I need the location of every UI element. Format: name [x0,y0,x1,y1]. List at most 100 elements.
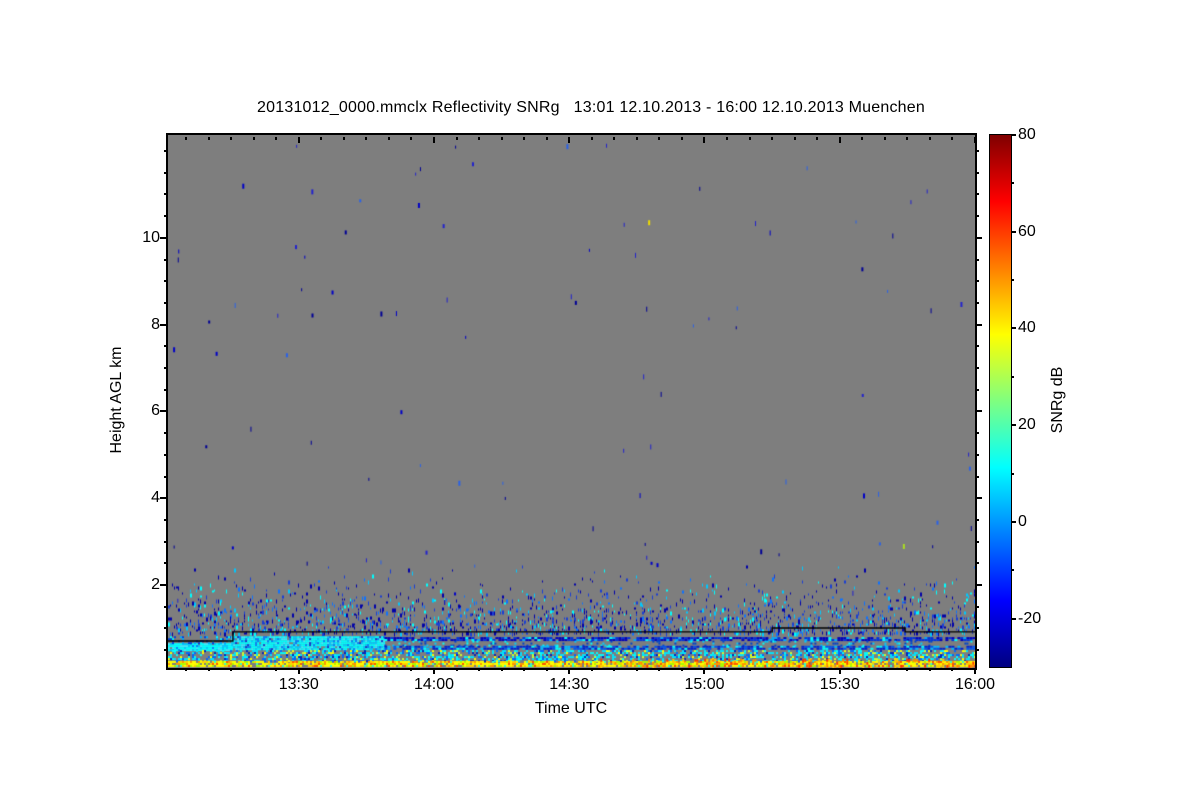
colorbar [989,134,1012,668]
y-minor-tick [164,258,168,261]
x-minor-tick-top [523,137,526,140]
colorbar-tick-label: 0 [1018,512,1027,530]
y-minor-tick [164,562,168,565]
x-minor-tick-top [230,137,233,140]
x-minor-tick-top [207,137,210,140]
y-major-tick-right [975,410,982,413]
x-major-tick-top [568,137,571,143]
x-minor-tick [275,668,278,671]
x-minor-tick-top [658,137,661,140]
colorbar-tick-label: 20 [1018,416,1036,434]
x-minor-tick [793,668,796,671]
x-minor-tick [230,668,233,671]
y-minor-tick-right [975,280,979,283]
y-tick-label: 8 [151,315,160,333]
y-minor-tick [164,215,168,218]
x-minor-tick [658,668,661,671]
x-minor-tick [410,668,413,671]
y-minor-tick-right [975,540,979,543]
x-minor-tick-top [455,137,458,140]
y-minor-tick-right [975,367,979,370]
x-minor-tick-top [635,137,638,140]
colorbar-tick-label: 40 [1018,319,1036,337]
y-minor-tick-right [975,627,979,630]
x-minor-tick-top [387,137,390,140]
heatmap-canvas [168,135,975,668]
x-minor-tick-top [613,137,616,140]
y-minor-tick [164,345,168,348]
y-minor-tick-right [975,649,979,652]
x-major-tick [974,668,976,674]
plot-area [166,133,977,670]
x-minor-tick-top [726,137,729,140]
y-minor-tick [164,432,168,435]
y-tick-label: 2 [151,576,160,594]
y-minor-tick [164,453,168,456]
x-minor-tick [906,668,909,671]
x-tick-label: 16:00 [954,676,996,693]
x-major-tick-top [432,137,435,143]
y-minor-tick [164,301,168,304]
y-major-tick [160,497,168,500]
y-minor-tick [164,649,168,652]
y-major-tick-right [975,236,982,239]
x-minor-tick [500,668,503,671]
x-axis-label: Time UTC [534,700,608,717]
x-minor-tick-top [500,137,503,140]
colorbar-minor-tick [1011,569,1014,572]
x-minor-tick-top [275,137,278,140]
y-minor-tick-right [975,475,979,478]
x-minor-tick [342,668,345,671]
x-minor-tick-top [545,137,548,140]
x-minor-tick [613,668,616,671]
x-minor-tick [252,668,255,671]
y-major-tick [160,410,168,413]
y-minor-tick [164,475,168,478]
x-minor-tick [883,668,886,671]
x-minor-tick-top [365,137,368,140]
colorbar-minor-tick [1011,472,1014,475]
x-minor-tick [928,668,931,671]
x-minor-tick [523,668,526,671]
y-minor-tick-right [975,301,979,304]
y-minor-tick-right [975,345,979,348]
colorbar-major-tick [1011,424,1016,427]
x-minor-tick [816,668,819,671]
x-tick-label: 14:30 [549,676,590,693]
x-minor-tick-top [816,137,819,140]
y-major-tick [160,236,168,239]
y-minor-tick [164,540,168,543]
x-major-tick-top [297,137,300,143]
x-minor-tick [207,668,210,671]
y-minor-tick-right [975,562,979,565]
x-minor-tick [748,668,751,671]
y-tick-label: 10 [142,228,160,246]
x-minor-tick [590,668,593,671]
y-major-tick [160,584,168,587]
y-minor-tick-right [975,453,979,456]
y-minor-tick [164,150,168,153]
x-minor-tick-top [951,137,954,140]
y-minor-tick-right [975,215,979,218]
y-minor-tick-right [975,432,979,435]
y-minor-tick [164,627,168,630]
colorbar-tick-label: 60 [1018,222,1036,240]
x-minor-tick [478,668,481,671]
x-major-tick [838,668,841,674]
x-minor-tick-top [680,137,683,140]
x-minor-tick-top [906,137,909,140]
colorbar-minor-tick [1011,182,1014,185]
x-minor-tick [680,668,683,671]
colorbar-minor-tick [1011,279,1014,282]
x-minor-tick-top [342,137,345,140]
y-minor-tick-right [975,193,979,196]
x-major-tick-top [703,137,706,143]
x-minor-tick-top [793,137,796,140]
colorbar-major-tick [1011,520,1016,523]
x-minor-tick [545,668,548,671]
y-minor-tick [164,388,168,391]
y-minor-tick [164,518,168,521]
y-major-tick-right [975,323,982,326]
x-tick-label: 15:00 [684,676,725,693]
